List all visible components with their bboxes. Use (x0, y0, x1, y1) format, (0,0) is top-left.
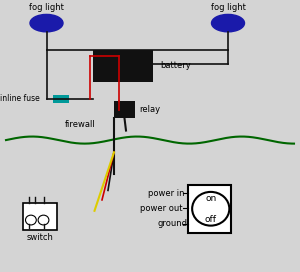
Text: ground: ground (158, 219, 188, 228)
Bar (188, 185, 231, 233)
Text: fog light: fog light (211, 3, 245, 12)
Text: firewall: firewall (64, 120, 95, 129)
Bar (93, 50, 153, 82)
Text: power out: power out (140, 203, 183, 213)
Text: switch: switch (26, 233, 53, 242)
Text: inline fuse: inline fuse (0, 94, 40, 103)
Bar (114, 101, 135, 118)
Text: power in: power in (148, 188, 184, 198)
Text: relay: relay (140, 105, 160, 114)
Bar (22, 203, 57, 230)
Text: on: on (205, 193, 217, 203)
Text: fog light: fog light (29, 3, 64, 12)
Ellipse shape (30, 14, 63, 32)
Bar (52, 95, 69, 103)
Text: off: off (205, 215, 217, 224)
Ellipse shape (212, 14, 244, 32)
Text: battery: battery (160, 61, 191, 70)
